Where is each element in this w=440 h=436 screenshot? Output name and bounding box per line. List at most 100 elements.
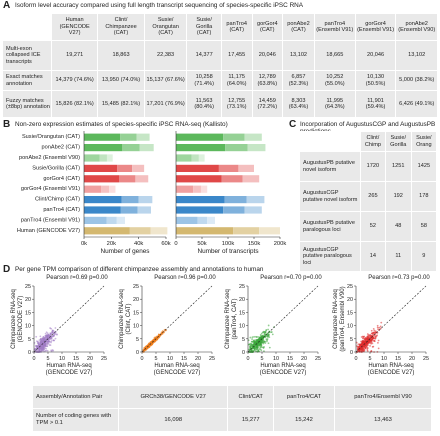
bar-segment bbox=[200, 185, 208, 193]
bar bbox=[84, 185, 102, 193]
scatter-point bbox=[40, 338, 42, 340]
table-cell: 15,137 (67.6%) bbox=[143, 70, 188, 91]
table-header-row: Clint/ Chimp Susie/ Gorilla Susie/ Orang bbox=[299, 131, 438, 152]
x-axis-sublabel: (GENCODE V27) bbox=[154, 370, 201, 376]
table-cell: 18,863 bbox=[97, 40, 145, 71]
table-cell: 14 bbox=[360, 241, 386, 272]
x-tick-label: 10 bbox=[59, 356, 65, 362]
scatter-point bbox=[249, 336, 252, 339]
scatter-point bbox=[372, 331, 375, 334]
category-label: panTro4 (CAT) bbox=[43, 207, 80, 213]
col-header: panTro4 (Ensembl V91) bbox=[313, 13, 356, 41]
scatter-point bbox=[42, 335, 45, 338]
y-tick-label: 20 bbox=[239, 297, 245, 303]
x-tick-label: 25 bbox=[101, 356, 107, 362]
scatter-point bbox=[264, 335, 267, 338]
bar-segment bbox=[101, 185, 110, 193]
scatter-point bbox=[262, 346, 264, 349]
category-label: Susie/Orangutan (CAT) bbox=[22, 134, 80, 140]
x-tick-label: 25 bbox=[423, 356, 429, 362]
scatter-point bbox=[360, 340, 362, 343]
scatter-point bbox=[366, 348, 369, 351]
bar bbox=[176, 144, 226, 152]
scatter-point bbox=[149, 344, 152, 347]
table-cell: 1720 bbox=[360, 151, 386, 182]
bar-segment bbox=[135, 175, 149, 183]
col-header: Clint/ Chimp bbox=[360, 131, 386, 152]
scatter-point bbox=[47, 335, 50, 338]
panel-d-title: Per gene TPM comparison of different chi… bbox=[15, 266, 264, 273]
x-axis-label: Number of transcripts bbox=[197, 248, 258, 255]
table-cell: 6,426 (49.1%) bbox=[395, 90, 438, 118]
y-axis-label: Chimpanzee RNA-seq bbox=[333, 289, 339, 349]
scatter-point bbox=[155, 338, 158, 340]
scatter-point bbox=[365, 345, 368, 348]
y-tick-label: 0 bbox=[136, 350, 139, 356]
scatter-point bbox=[377, 339, 380, 342]
row-header: Fuzzy matches (±8bp) annotation bbox=[2, 90, 52, 118]
table-cell: 11,995 (64.3%) bbox=[313, 90, 356, 118]
bar-segment bbox=[122, 144, 140, 152]
table-cell: 14,459 (72.2%) bbox=[251, 90, 284, 118]
x-tick-label: 150k bbox=[248, 241, 261, 247]
scatter-point bbox=[362, 335, 365, 338]
table-cell: 12,789 (63.8%) bbox=[251, 70, 284, 91]
y-tick-label: 20 bbox=[347, 297, 353, 303]
x-tick-label: 50k bbox=[197, 241, 206, 247]
bar bbox=[84, 206, 121, 214]
bar-segment bbox=[117, 164, 133, 172]
x-tick-label: 20 bbox=[409, 356, 415, 362]
bar bbox=[84, 144, 123, 152]
y-tick-label: 25 bbox=[133, 284, 139, 290]
table-cell: 17,455 bbox=[220, 40, 253, 71]
bar bbox=[176, 133, 224, 141]
scatter-point bbox=[371, 345, 374, 348]
scatter-point bbox=[264, 342, 267, 344]
bar-segment bbox=[223, 206, 245, 214]
category-label: panTro4 (Ensembl V91) bbox=[21, 217, 80, 223]
pearson-label: Pearson r=0.69 p=0.00 bbox=[46, 275, 108, 281]
scatter-point bbox=[39, 341, 42, 344]
table-cell: 11,563 (80.4%) bbox=[186, 90, 222, 118]
scatter-point bbox=[150, 341, 153, 344]
scatter-point bbox=[47, 340, 50, 343]
scatter-point bbox=[35, 335, 38, 338]
y-axis-sublabel: (panTro4, Ensembl V90) bbox=[340, 286, 346, 351]
scatter-point bbox=[49, 337, 51, 340]
scatter-point bbox=[254, 339, 257, 342]
bar bbox=[176, 164, 219, 172]
x-tick-label: 0 bbox=[247, 356, 250, 362]
bar-segment bbox=[138, 196, 153, 204]
bar bbox=[84, 133, 121, 141]
bar-segment bbox=[99, 154, 107, 162]
y-tick-label: 10 bbox=[133, 324, 139, 330]
table-cell: 10,130 (50.5%) bbox=[354, 70, 397, 91]
scatter-point bbox=[364, 345, 366, 348]
bar-segment bbox=[198, 154, 205, 162]
y-tick-label: 5 bbox=[28, 337, 31, 343]
scatter-point bbox=[38, 339, 41, 342]
scatter-point bbox=[251, 338, 253, 340]
scatter-point bbox=[35, 349, 38, 352]
col-header: Susie/ Orangutan (CAT) bbox=[143, 13, 188, 41]
table-cell: 13,950 (74.0%) bbox=[97, 70, 145, 91]
bar-segment bbox=[221, 175, 243, 183]
scatter-point bbox=[359, 344, 362, 347]
scatter-point bbox=[263, 340, 265, 343]
scatter-point bbox=[250, 343, 253, 345]
panel-d-letter: D bbox=[3, 264, 11, 275]
scatter-point bbox=[53, 330, 55, 333]
table-row: AugustusCGP putative novel isoform 265 1… bbox=[299, 181, 438, 212]
scatter-point bbox=[366, 333, 369, 335]
scatter-point bbox=[51, 349, 54, 351]
scatter-point bbox=[376, 334, 378, 337]
table-header-row: Assembly/Annotation Pair GRCh38/GENCODE … bbox=[32, 385, 433, 409]
y-tick-label: 0 bbox=[242, 350, 245, 356]
table-row: AugustusPB putative novel isoform 1720 1… bbox=[299, 151, 438, 182]
col-header: GRCh38/GENCODE V27 bbox=[117, 385, 229, 409]
table-cell: 178 bbox=[410, 181, 438, 212]
scatter-point bbox=[360, 336, 363, 338]
scatter-point bbox=[372, 327, 375, 330]
augustus-predictions-table: Clint/ Chimp Susie/ Gorilla Susie/ Orang… bbox=[299, 131, 438, 272]
isoform-accuracy-table: Human (GENCODE V27) Clint/ Chimpanzee (C… bbox=[2, 13, 438, 118]
